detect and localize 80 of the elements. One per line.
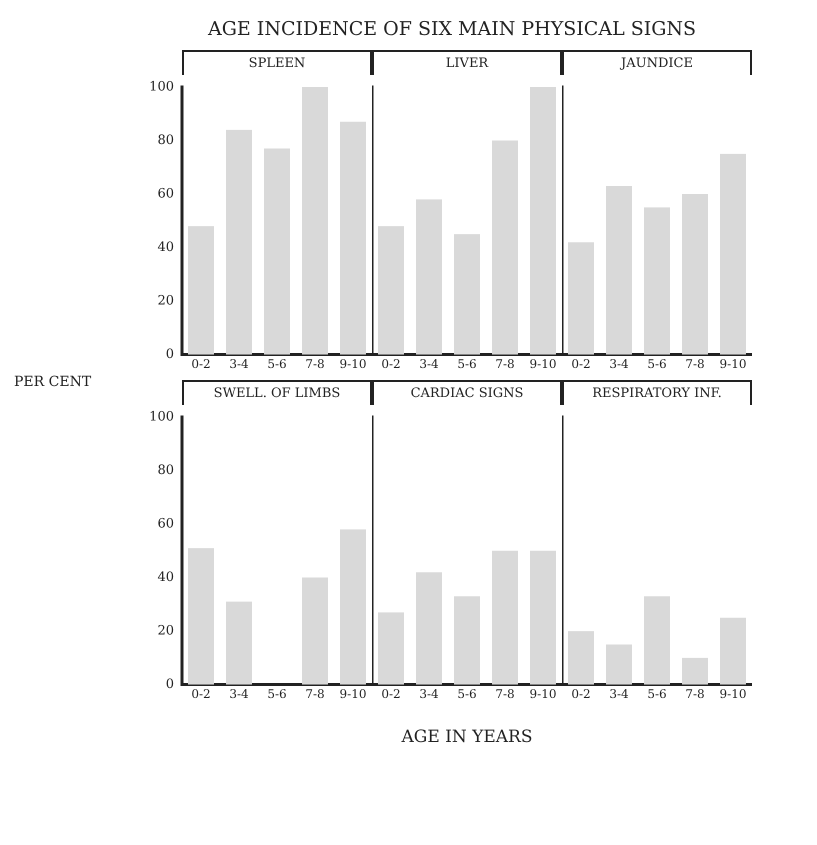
y-tick-label: 0 (166, 346, 174, 362)
bar (682, 658, 708, 685)
bar (682, 194, 708, 355)
y-tick-label: 40 (157, 240, 174, 255)
bar (568, 242, 594, 355)
x-tick-label: 0-2 (571, 356, 591, 371)
bar (416, 572, 442, 685)
x-tick-label: 7-8 (305, 686, 325, 701)
x-tick-label: 5-6 (267, 356, 287, 371)
bar (644, 596, 670, 685)
x-tick-label: 0-2 (571, 686, 591, 701)
x-tick-label: 5-6 (457, 686, 477, 701)
x-tick-label: 9-10 (340, 686, 366, 701)
x-tick-label: 0-2 (381, 686, 401, 701)
x-tick-label: 3-4 (609, 686, 630, 701)
bar (188, 226, 214, 355)
x-tick-label: 7-8 (685, 686, 705, 701)
x-tick-label: 9-10 (530, 686, 556, 701)
bar (416, 199, 442, 355)
x-tick-label: 3-4 (419, 356, 440, 371)
x-tick-label: 7-8 (495, 686, 515, 701)
bar (644, 207, 670, 355)
x-tick-label: 7-8 (495, 356, 515, 371)
bar (454, 234, 480, 355)
x-tick-label: 9-10 (720, 356, 746, 371)
bar (720, 618, 746, 685)
x-tick-label: 5-6 (647, 686, 667, 701)
x-axis-title: AGE IN YEARS (400, 727, 534, 747)
bar (720, 154, 746, 355)
x-tick-label: 3-4 (229, 686, 250, 701)
y-tick-label: 60 (157, 516, 174, 532)
y-axis-title: PER CENT (14, 374, 92, 390)
y-tick-label: 20 (157, 293, 174, 308)
bar (492, 550, 518, 685)
bar (568, 631, 594, 685)
x-tick-label: 3-4 (609, 356, 630, 371)
x-tick-label: 9-10 (720, 686, 746, 701)
bar (378, 612, 404, 685)
x-tick-label: 7-8 (685, 356, 705, 371)
x-tick-label: 5-6 (267, 686, 287, 701)
chart-title: LIVER (372, 50, 562, 75)
y-tick-label: 0 (166, 676, 174, 692)
y-tick-label: 80 (157, 132, 174, 148)
y-tick-label: 100 (149, 409, 174, 424)
chart-title: SPLEEN (182, 50, 372, 75)
y-tick-label: 60 (157, 186, 174, 202)
bar (226, 602, 252, 685)
y-tick-label: 80 (157, 462, 174, 478)
x-tick-label: 3-4 (419, 686, 440, 701)
bar (530, 87, 556, 355)
bar (340, 122, 366, 355)
chart-title: JAUNDICE (562, 50, 752, 75)
text: AGE INCIDENCE OF SIX MAIN PHYSICAL SIGNS (208, 18, 698, 40)
y-tick-label: 20 (157, 623, 174, 638)
bar (606, 644, 632, 685)
y-tick-label: 40 (157, 570, 174, 585)
bar (378, 226, 404, 355)
bar (226, 130, 252, 355)
x-tick-label: 3-4 (229, 356, 250, 371)
bar (302, 578, 328, 685)
x-tick-label: 0-2 (191, 356, 211, 371)
chart-title: SWELL. OF LIMBS (182, 380, 372, 405)
bar (454, 596, 480, 685)
bar (606, 186, 632, 355)
x-tick-label: 0-2 (191, 686, 211, 701)
x-tick-label: 9-10 (530, 356, 556, 371)
x-tick-label: 5-6 (457, 356, 477, 371)
x-tick-label: 7-8 (305, 356, 325, 371)
y-tick-label: 100 (149, 79, 174, 94)
bar (492, 140, 518, 355)
x-tick-label: 0-2 (381, 356, 401, 371)
bar (340, 529, 366, 685)
bar (188, 548, 214, 685)
bar (302, 87, 328, 355)
x-tick-label: 9-10 (340, 356, 366, 371)
chart-title: CARDIAC SIGNS (372, 380, 562, 405)
chart-title: RESPIRATORY INF. (562, 380, 752, 405)
bar (264, 148, 290, 355)
x-tick-label: 5-6 (647, 356, 667, 371)
bar (530, 550, 556, 685)
